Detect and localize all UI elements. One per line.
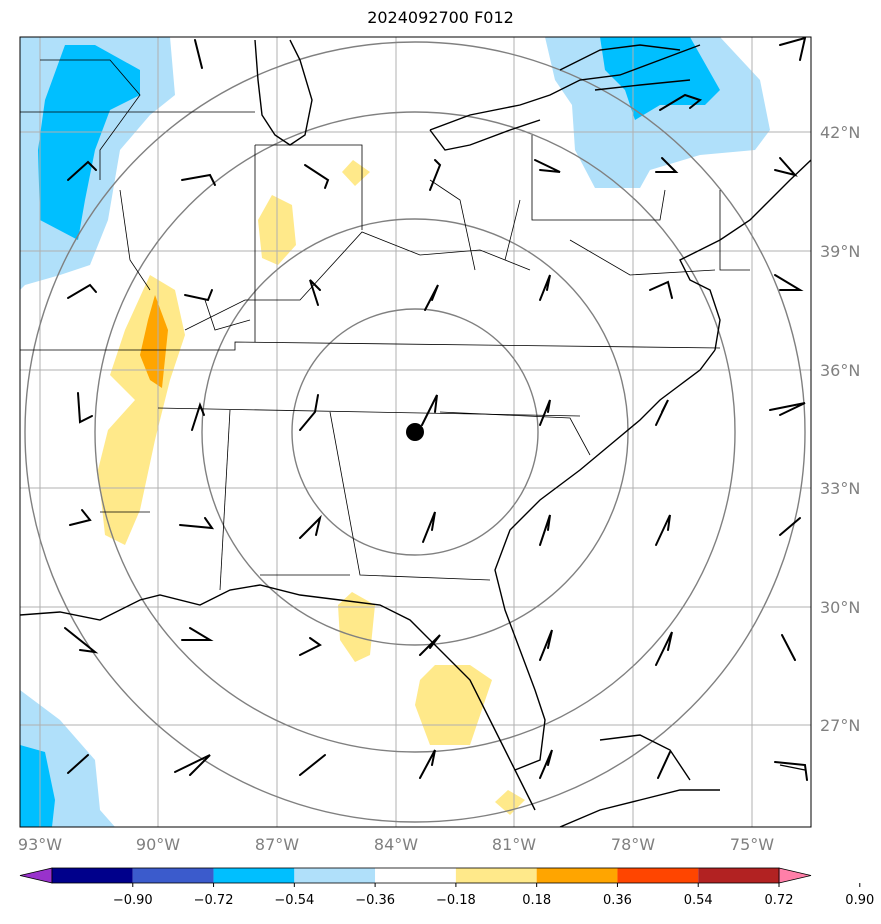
colorbar-tick-label: −0.18 (436, 893, 476, 908)
lon-label-84: 84°W (374, 835, 418, 854)
colorbar-tick-label: 0.90 (845, 893, 874, 908)
map-frame (19, 36, 812, 828)
colorbar-segment (375, 868, 456, 883)
shade-light-blue-ne (545, 37, 770, 188)
colorbar-tick-label: 0.18 (522, 893, 551, 908)
state-borders (20, 59, 750, 591)
colorbar-segment (132, 868, 214, 883)
colorbar-extend-low (19, 867, 53, 884)
colorbar-tick-label: 0.54 (684, 893, 713, 908)
colorbar-tick-label: 0.72 (765, 893, 794, 908)
graticule (20, 37, 811, 827)
colorbar: −0.90 −0.72 −0.54 −0.36 −0.18 0.18 0.36 0.54 0.7… (19, 867, 874, 908)
lat-label-30: 30°N (820, 598, 860, 617)
lat-label-27: 27°N (820, 716, 860, 735)
shade-blue-nw (38, 45, 140, 240)
lon-label-75: 75°W (730, 835, 774, 854)
map-title: 2024092700 F012 (367, 8, 514, 27)
lat-label-42: 42°N (820, 123, 860, 142)
lat-label-33: 33°N (820, 479, 860, 498)
colorbar-segment (213, 868, 295, 883)
lon-label-93: 93°W (18, 835, 62, 854)
shade-yellow-gulf (338, 592, 375, 662)
colorbar-segment (617, 868, 699, 883)
lon-label-90: 90°W (136, 835, 180, 854)
lat-label-36: 36°N (820, 361, 860, 380)
shade-yellow-ohio (342, 160, 370, 186)
colorbar-extend-high (778, 867, 812, 884)
colorbar-segment (294, 868, 376, 883)
map-contents (20, 37, 811, 827)
lon-label-78: 78°W (611, 835, 655, 854)
shade-orange-west (140, 295, 168, 388)
lon-label-87: 87°W (255, 835, 299, 854)
colorbar-tick-label: −0.36 (355, 893, 395, 908)
range-rings (24, 41, 806, 823)
wind-barbs (64, 37, 808, 781)
lat-label-39: 39°N (820, 242, 860, 261)
shade-yellow-south-florida (495, 790, 525, 815)
point-marker (406, 423, 424, 441)
colorbar-segment (455, 868, 537, 883)
colorbar-tick-label: −0.90 (113, 893, 153, 908)
colorbar-segment (698, 868, 779, 883)
coastlines (20, 39, 811, 827)
colorbar-border (51, 867, 780, 884)
colorbar-tick-label: 0.36 (603, 893, 632, 908)
colorbar-tick-label: −0.54 (274, 893, 314, 908)
shade-blue-ne (600, 37, 720, 120)
shade-blue-sw (20, 745, 55, 827)
lon-label-81: 81°W (492, 835, 536, 854)
colorbar-tick-label: −0.72 (194, 893, 234, 908)
colorbar-segment (536, 868, 618, 883)
colorbar-segment (52, 868, 133, 883)
